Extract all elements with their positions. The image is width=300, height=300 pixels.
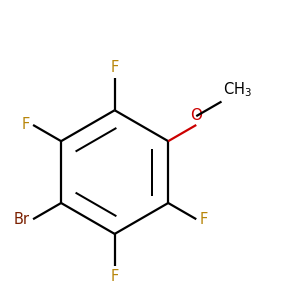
Text: F: F bbox=[200, 212, 208, 227]
Text: F: F bbox=[21, 118, 29, 133]
Text: F: F bbox=[110, 269, 119, 284]
Text: Br: Br bbox=[14, 212, 29, 227]
Text: F: F bbox=[110, 60, 119, 75]
Text: O: O bbox=[190, 109, 202, 124]
Text: CH$_3$: CH$_3$ bbox=[223, 80, 252, 99]
